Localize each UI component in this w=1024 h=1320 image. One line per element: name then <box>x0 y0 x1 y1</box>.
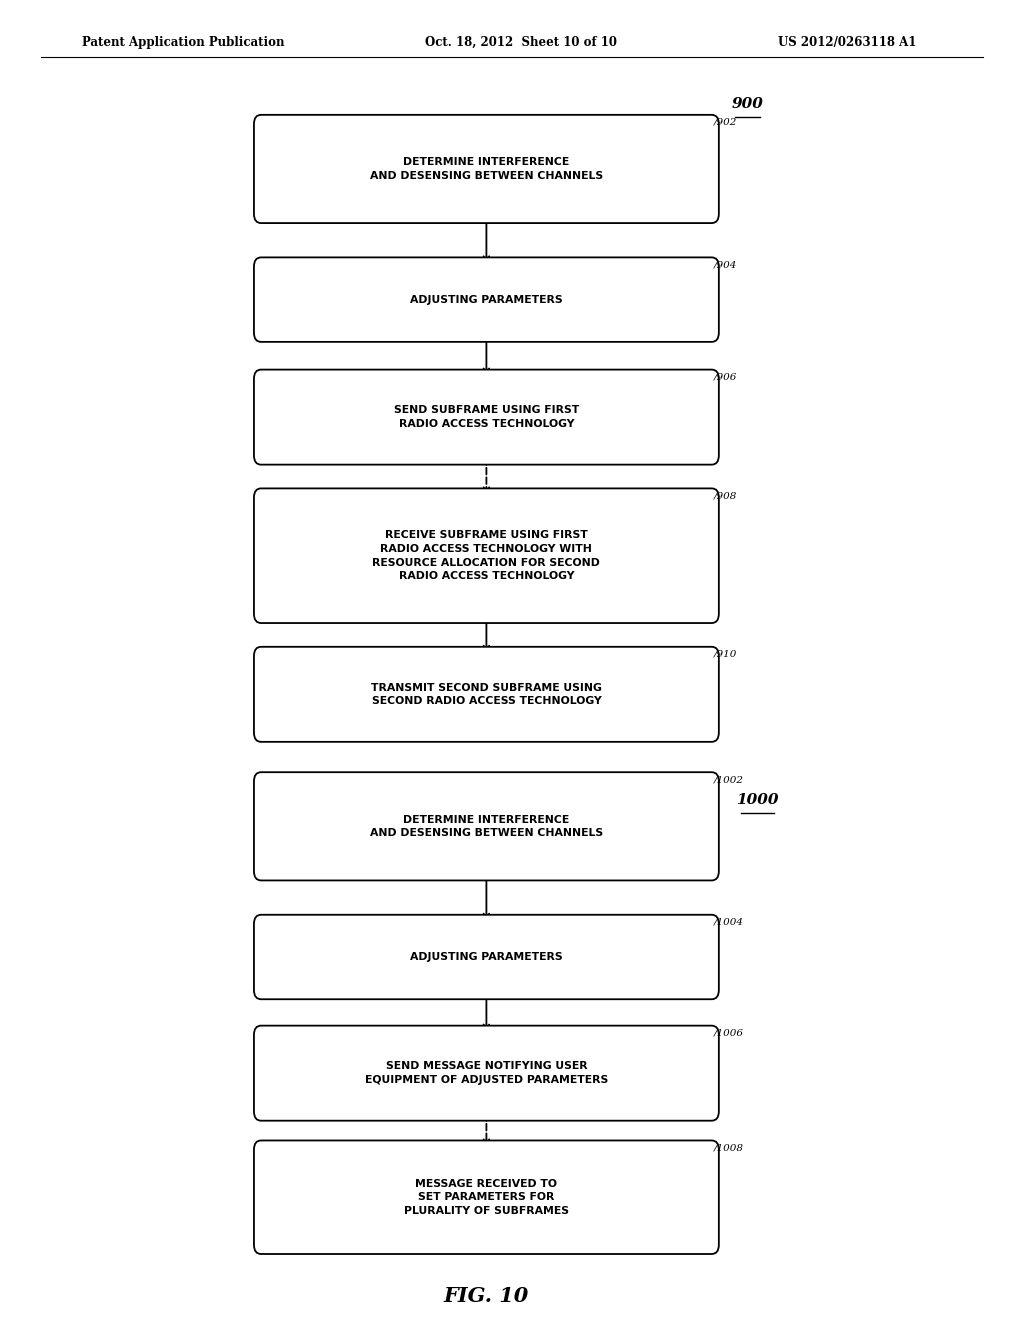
Text: /910: /910 <box>714 649 737 659</box>
Text: SEND SUBFRAME USING FIRST
RADIO ACCESS TECHNOLOGY: SEND SUBFRAME USING FIRST RADIO ACCESS T… <box>394 405 579 429</box>
Text: DETERMINE INTERFERENCE
AND DESENSING BETWEEN CHANNELS: DETERMINE INTERFERENCE AND DESENSING BET… <box>370 814 603 838</box>
Text: 900: 900 <box>731 98 764 111</box>
FancyBboxPatch shape <box>254 370 719 465</box>
Text: US 2012/0263118 A1: US 2012/0263118 A1 <box>778 36 916 49</box>
Text: DETERMINE INTERFERENCE
AND DESENSING BETWEEN CHANNELS: DETERMINE INTERFERENCE AND DESENSING BET… <box>370 157 603 181</box>
Text: 1000: 1000 <box>736 793 779 807</box>
FancyBboxPatch shape <box>254 647 719 742</box>
FancyBboxPatch shape <box>254 115 719 223</box>
Text: /1004: /1004 <box>714 917 743 927</box>
Text: ADJUSTING PARAMETERS: ADJUSTING PARAMETERS <box>410 952 563 962</box>
FancyBboxPatch shape <box>254 1140 719 1254</box>
Text: Oct. 18, 2012  Sheet 10 of 10: Oct. 18, 2012 Sheet 10 of 10 <box>425 36 616 49</box>
FancyBboxPatch shape <box>254 772 719 880</box>
FancyBboxPatch shape <box>254 257 719 342</box>
Text: /1006: /1006 <box>714 1028 743 1038</box>
Text: FIG. 9: FIG. 9 <box>451 771 522 792</box>
Text: ADJUSTING PARAMETERS: ADJUSTING PARAMETERS <box>410 294 563 305</box>
Text: /904: /904 <box>714 260 737 269</box>
Text: /1002: /1002 <box>714 775 743 784</box>
FancyBboxPatch shape <box>254 1026 719 1121</box>
Text: /902: /902 <box>714 117 737 127</box>
Text: FIG. 10: FIG. 10 <box>443 1286 529 1307</box>
Text: /906: /906 <box>714 372 737 381</box>
Text: TRANSMIT SECOND SUBFRAME USING
SECOND RADIO ACCESS TECHNOLOGY: TRANSMIT SECOND SUBFRAME USING SECOND RA… <box>371 682 602 706</box>
Text: /1008: /1008 <box>714 1143 743 1152</box>
Text: Patent Application Publication: Patent Application Publication <box>82 36 285 49</box>
Text: SEND MESSAGE NOTIFYING USER
EQUIPMENT OF ADJUSTED PARAMETERS: SEND MESSAGE NOTIFYING USER EQUIPMENT OF… <box>365 1061 608 1085</box>
Text: MESSAGE RECEIVED TO
SET PARAMETERS FOR
PLURALITY OF SUBFRAMES: MESSAGE RECEIVED TO SET PARAMETERS FOR P… <box>403 1179 569 1216</box>
FancyBboxPatch shape <box>254 915 719 999</box>
FancyBboxPatch shape <box>254 488 719 623</box>
Text: /908: /908 <box>714 491 737 500</box>
Text: RECEIVE SUBFRAME USING FIRST
RADIO ACCESS TECHNOLOGY WITH
RESOURCE ALLOCATION FO: RECEIVE SUBFRAME USING FIRST RADIO ACCES… <box>373 531 600 581</box>
